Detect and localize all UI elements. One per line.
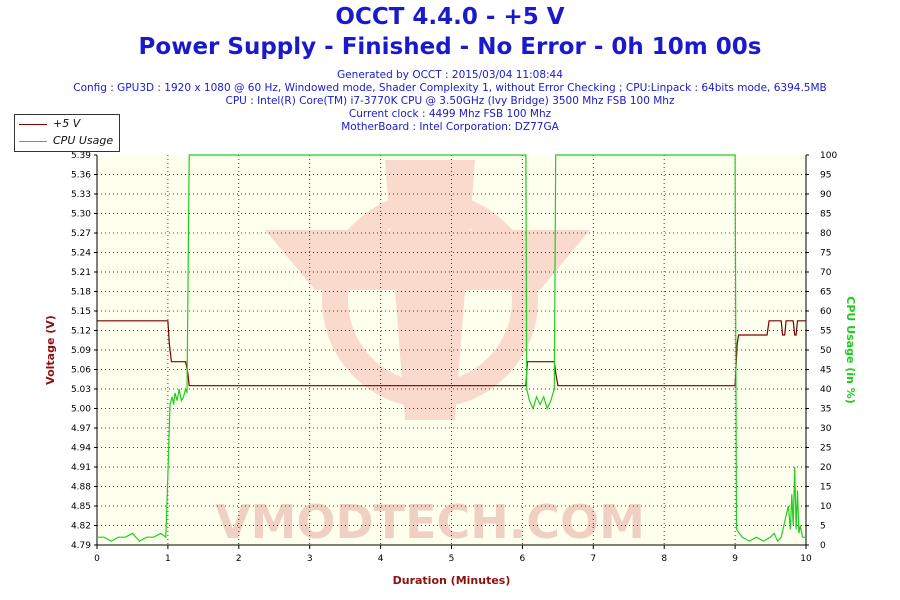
y-right-tick-label: 40 [820,385,832,395]
info-config: Config : GPU3D : 1920 x 1080 @ 60 Hz, Wi… [73,82,827,94]
x-tick-label: 0 [94,554,100,564]
y-left-tick-label: 5.09 [71,346,91,356]
y-right-tick-label: 85 [820,210,831,220]
legend-item-5v: +5 V [15,116,119,132]
y-right-tick-label: 35 [820,405,831,415]
info-current-clock: Current clock : 4499 Mhz FSB 100 Mhz [348,108,552,120]
grid [97,155,806,545]
y-left-tick-label: 4.88 [71,483,91,493]
y-left-tick-label: 5.36 [71,171,91,181]
y-right-tick-label: 65 [820,288,831,298]
x-tick-label: 1 [165,554,171,564]
y-left-tick-label: 5.24 [71,249,91,259]
watermark-text: VMODTECH.COM [215,495,645,549]
legend-swatch-cpu-usage [19,141,47,142]
y-left-tick-label: 5.18 [71,288,91,298]
x-tick-label: 4 [378,554,384,564]
chart-legend: +5 V CPU Usage [14,114,120,152]
y-left-tick-label: 4.82 [71,522,91,532]
y-right-tick-label: 30 [820,424,832,434]
y-right-tick-label: 80 [820,229,832,239]
x-tick-label: 8 [661,554,667,564]
y-right-tick-label: 25 [820,444,831,454]
y-right-tick-label: 70 [820,268,832,278]
x-axis-title: Duration (Minutes) [393,574,511,587]
x-tick-label: 2 [236,554,242,564]
y-right-tick-label: 20 [820,463,832,473]
y-right-tick-label: 60 [820,307,832,317]
y-right-tick-label: 10 [820,502,832,512]
y-left-tick-label: 5.30 [71,210,91,220]
y-right-tick-label: 50 [820,346,832,356]
y-left-tick-label: 4.97 [71,424,91,434]
y-axis-left-title: Voltage (V) [44,315,57,385]
y-left-tick-label: 5.33 [71,190,91,200]
y-right-tick-label: 95 [820,171,831,181]
x-tick-label: 7 [590,554,596,564]
y-left-tick-label: 4.79 [71,541,91,551]
y-left-tick-label: 5.15 [71,307,91,317]
series-line-cpu-usage [97,154,806,543]
y-left-tick-label: 5.39 [71,151,91,161]
y-right-tick-label: 100 [820,151,837,161]
y-left-tick-label: 5.03 [71,385,91,395]
legend-label-5v: +5 V [53,117,81,130]
legend-label-cpu-usage: CPU Usage [53,134,114,147]
chart-title: OCCT 4.4.0 - +5 V [335,4,565,30]
info-motherboard: MotherBoard : Intel Corporation: DZ77GA [341,121,559,133]
y-right-tick-label: 15 [820,483,831,493]
chart-subtitle: Power Supply - Finished - No Error - 0h … [138,34,762,60]
y-right-tick-label: 55 [820,327,831,337]
info-generated: Generated by OCCT : 2015/03/04 11:08:44 [337,69,563,81]
watermark-logo [265,160,590,420]
y-left-tick-label: 5.12 [71,327,91,337]
y-left-tick-label: 5.00 [71,405,91,415]
x-tick-label: 5 [449,554,455,564]
y-axis-right-title: CPU Usage (in %) [844,296,857,403]
y-left-tick-label: 4.85 [71,502,91,512]
y-right-tick-label: 45 [820,366,831,376]
y-right-tick-label: 75 [820,249,831,259]
watermark-ring [322,192,538,408]
y-left-tick-label: 4.94 [71,444,91,454]
y-right-tick-label: 0 [820,541,826,551]
watermark-shield [385,160,475,420]
x-tick-label: 3 [307,554,313,564]
x-tick-label: 9 [732,554,738,564]
y-right-tick-label: 5 [820,522,826,532]
watermark-wing [265,230,590,290]
legend-item-cpu-usage: CPU Usage [15,133,119,149]
y-left-tick-label: 5.06 [71,366,91,376]
y-right-tick-label: 90 [820,190,832,200]
y-left-tick-label: 5.21 [71,268,91,278]
info-cpu: CPU : Intel(R) Core(TM) i7-3770K CPU @ 3… [225,95,675,107]
x-tick-label: 10 [800,554,812,564]
legend-swatch-5v [19,124,47,125]
y-left-tick-label: 4.91 [71,463,91,473]
x-tick-label: 6 [520,554,526,564]
y-left-tick-label: 5.27 [71,229,91,239]
